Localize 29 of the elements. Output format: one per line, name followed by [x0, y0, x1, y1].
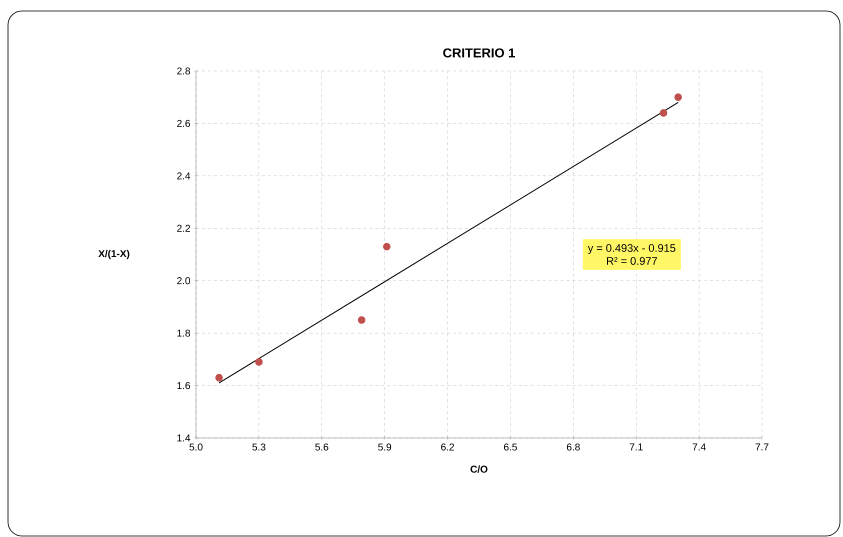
point	[674, 93, 682, 101]
chart-title: CRITERIO 1	[443, 48, 515, 58]
point	[660, 109, 668, 117]
x-tick-label: 6.2	[441, 444, 454, 451]
x-tick-label: 7.4	[692, 444, 706, 450]
y-tick-label: 1.6	[177, 382, 190, 390]
point	[382, 242, 391, 250]
point	[215, 374, 223, 382]
x-tick-label: 7.7	[756, 444, 768, 450]
y-tick-label: 1.8	[177, 330, 190, 337]
y-tick-label: 2.4	[177, 172, 190, 180]
annotation: R² = 0.977	[607, 257, 658, 265]
y-axis-title: X/(1-X)	[98, 250, 130, 260]
x-axis-title: C/O	[470, 465, 488, 473]
y-tick-label: 2.8	[177, 67, 190, 75]
x-tick-label: 5.9	[378, 444, 392, 451]
x-tick-label: 5.3	[252, 444, 266, 451]
point	[255, 358, 263, 366]
y-tick-label: 2.6	[177, 120, 190, 127]
x-tick-label: 6.8	[566, 444, 580, 451]
annotation: y = 0.493x - 0.915	[588, 244, 676, 254]
x-tick-label: 7.1	[630, 444, 643, 450]
y-tick-label: 2.0	[177, 277, 190, 284]
x-tick-label: 5.0	[189, 444, 203, 451]
point	[358, 316, 366, 324]
y-tick-label: 2.2	[177, 224, 190, 232]
x-tick-label: 6.5	[504, 444, 517, 451]
y-tick-label: 1.4	[177, 434, 190, 442]
x-tick-label: 5.6	[315, 444, 328, 451]
